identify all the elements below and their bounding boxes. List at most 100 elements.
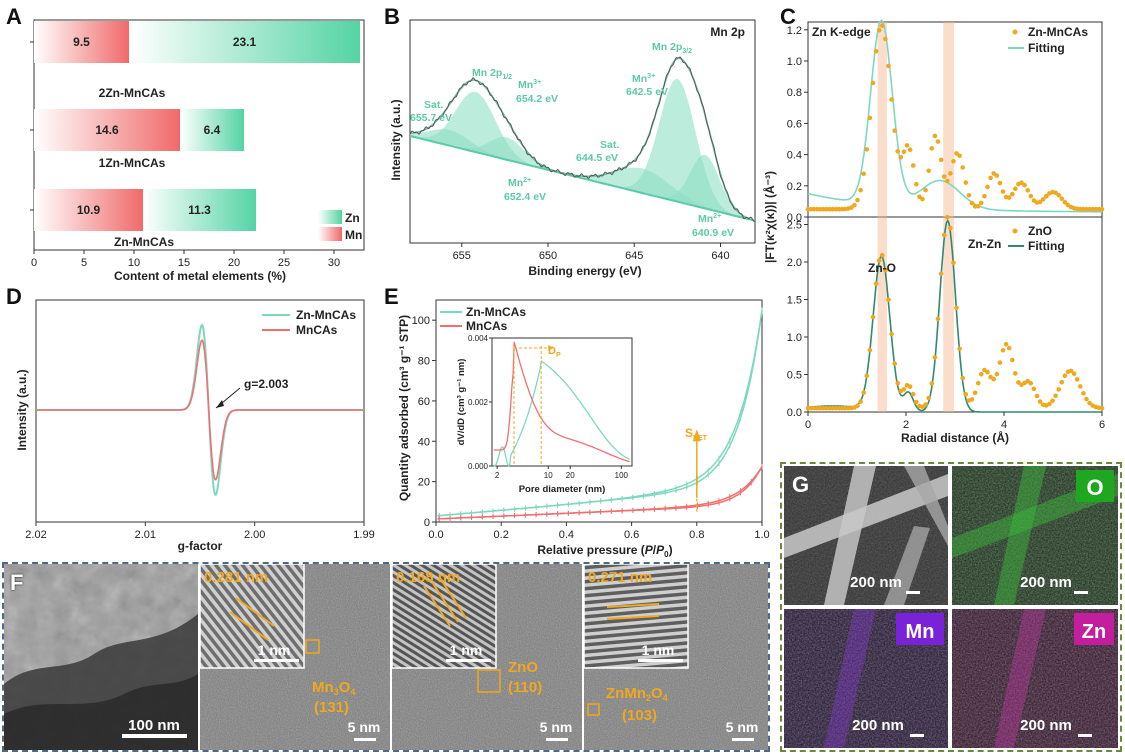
panel-e-xlabel: Relative pressure (P/P0) [537,543,672,559]
inset-dp-arrowhead [548,345,554,351]
panel-f-frame [2,562,770,752]
ann-mn2b-val: 640.9 eV [692,227,734,239]
bar-label-0: 2Zn-MnCAs [99,86,166,100]
c-bottom-point [1037,399,1043,404]
panel-e-frame [435,299,763,523]
inset-xtick-label: 2 [495,471,500,480]
ann-sat1: Sat. [424,99,443,111]
c-bottom-point [979,371,984,377]
g-annotation: g=2.003 [244,377,289,391]
xps-background [409,135,756,222]
xtick-label-650: 650 [539,250,557,262]
c-bottom-point [1074,377,1080,382]
c-bottom-point [886,297,891,303]
panel-c-exafs-chart: 0.0 0.2 0.4 0.6 0.8 1.0 1.2 0.0 0.5 1.0 1.5 2.0 2.5 0… [762,19,1105,445]
c-bottom-point [1084,396,1089,402]
c-bottom-point [923,402,928,407]
tem-image-3: 1 nm 0.168 nm ZnO (110) 5 nm [391,564,582,750]
ann-mn2p32: Mn 2p3/2 [652,41,692,55]
bar-zn-value-1: 6.4 [204,123,221,137]
c-bottom-point [929,381,935,386]
c-top-point [1059,196,1065,201]
c-top-point [963,180,969,185]
c-top-point [895,149,900,154]
c-top-point [1010,191,1015,197]
c-bottom-point [1087,400,1092,406]
c-bottom-point [985,369,990,375]
inset-frame [491,337,633,467]
c-top-point [1040,197,1046,202]
bar-label-1: 1Zn-MnCAs [99,156,166,170]
c-top-point [914,182,919,187]
c-bottom-point [910,391,916,397]
c-top-point [941,174,947,179]
xtick-label-20: 20 [228,257,240,269]
epr-mncas [36,339,364,481]
c-top-point [1025,188,1030,193]
c-top-point [1006,195,1012,200]
inset-ylabel: dV/dD (cm³ g⁻¹ nm) [456,359,467,446]
dp-label: DP [548,345,561,359]
svg-text:Zn: Zn [1082,621,1106,643]
c-top-point [892,128,897,133]
c-top-ytick-label: 0.4 [787,150,802,162]
eds-map-mn: Mn 200 nm [784,609,948,748]
sem-image: 200 nm G [784,466,948,605]
c-bottom-point [1047,401,1052,407]
c-top-point [883,36,888,42]
panel-label-g: G [792,472,809,497]
panel-label-f: F [10,570,24,595]
bar-zn-0 [129,21,360,63]
bar-mn-value-2: 10.9 [77,203,101,217]
inset-xtick-label: 20 [566,471,575,480]
c-bottom-point [960,375,965,381]
c-bottom-point [876,258,882,263]
c-top-point [1044,193,1049,199]
c-top-point [1056,192,1061,198]
peak-label-zno: Zn-O [868,261,896,275]
svg-text:ZnMn2O4: ZnMn2O4 [606,685,668,703]
svg-text:1 nm: 1 nm [450,642,483,658]
c-bottom-point [873,281,879,287]
inset-xtick-label: 100 [615,471,629,480]
panel-label-c: C [780,4,796,29]
c-bottom-point [938,271,944,277]
ann-mn3b-val: 642.5 eV [626,86,668,98]
svg-text:Mn3O4: Mn3O4 [312,679,355,697]
c-top-point [898,155,904,160]
c-top-point [988,175,993,181]
panel-e-bet-chart: 0.0 0.2 0.4 0.6 0.8 1.0 0 20 40 60 80 100 Relative … [397,299,770,559]
c-bottom-point [963,392,969,397]
c-bottom-point [991,376,996,382]
g-arrowhead [216,400,224,408]
d-xtick-label: 2.01 [135,529,156,541]
c-bottom-point [997,360,1003,365]
ann-sat2-val: 644.5 eV [576,152,618,164]
c-top-point [985,184,990,190]
scale-bar-100nm [122,734,187,738]
c-bottom-point [1071,371,1077,377]
c-bottom-point [1078,384,1083,389]
c-bot-ytick-label: 2.5 [787,220,802,232]
svg-text:5 nm: 5 nm [540,719,573,735]
c-bottom-point [954,305,959,311]
legend-c-bot-marker [1012,228,1018,234]
d-xtick-label: 1.99 [353,529,374,541]
c-top-point [901,149,907,154]
bar-label-2: Zn-MnCAs [114,235,174,249]
legend-zn-swatch [318,210,342,224]
c-top-ytick-label: 0.2 [787,181,802,193]
ann-sat1-val: 655.7 eV [410,112,452,124]
ann-mn3a-val: 654.2 eV [516,93,558,105]
legend-e-label-2: MnCAs [466,319,508,333]
c-top-point [957,153,962,159]
bar-zn-value-2: 11.3 [188,203,211,217]
c-top-point [876,27,882,33]
c-bottom-point [1006,345,1012,351]
c-xtick-label: 2 [903,419,909,431]
c-top-point [1037,199,1043,205]
panel-label-a: A [6,4,22,29]
panel-c-xlabel: Radial distance (Å) [901,430,1009,445]
inset-xlabel: Pore diameter (nm) [519,484,606,495]
c-bottom-point [914,399,919,405]
